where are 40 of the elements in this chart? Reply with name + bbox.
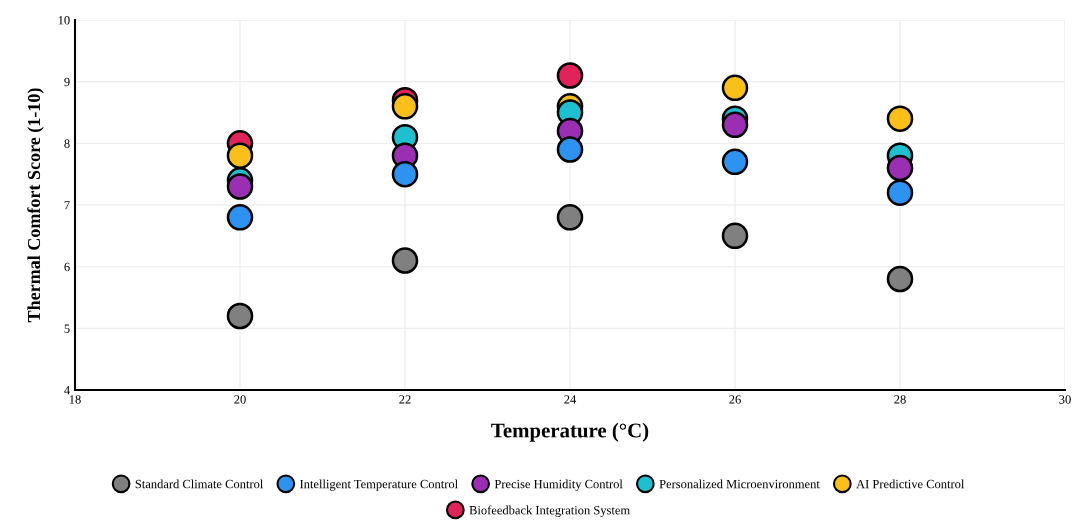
x-tick-label: 30 [1059, 395, 1071, 404]
point [556, 136, 584, 163]
legend-label: Biofeedback Integration System [469, 505, 630, 517]
point [556, 62, 584, 89]
y-tick-label: 6 [64, 262, 70, 272]
point [226, 142, 254, 169]
x-axis-title: Temperature (°C) [491, 422, 649, 442]
point [391, 247, 419, 274]
legend-label: Standard Climate Control [135, 479, 264, 489]
legend-label: Intelligent Temperature Control [300, 479, 458, 491]
x-tick-label: 20 [234, 395, 246, 404]
point [886, 265, 914, 293]
y-tick-label: 9 [64, 77, 70, 87]
x-tick-label: 24 [564, 395, 577, 404]
x-tick-label: 28 [894, 395, 906, 404]
point [721, 222, 749, 250]
point [886, 105, 914, 132]
x-tick-label: 26 [729, 395, 741, 404]
point [391, 160, 419, 188]
y-tick-label: 7 [64, 201, 70, 210]
legend-label: Precise Humidity Control [494, 479, 623, 491]
point [391, 93, 419, 120]
point [226, 173, 254, 200]
point [886, 154, 914, 182]
point [721, 148, 749, 176]
y-tick-label: 8 [64, 139, 70, 148]
point [556, 204, 584, 231]
legend-label: Personalized Microenvironment [659, 479, 820, 489]
point [721, 74, 749, 102]
legend-label: AI Predictive Control [856, 479, 965, 489]
point [886, 179, 914, 206]
x-tick-label: 22 [399, 395, 411, 404]
point [226, 302, 254, 330]
y-tick-label: 5 [64, 324, 70, 333]
point [226, 204, 254, 231]
y-tick-label: 4 [64, 386, 70, 395]
y-tick-label: 10 [58, 16, 70, 25]
point [721, 111, 749, 139]
x-tick-label: 18 [69, 395, 81, 404]
y-axis-title: Thermal Comfort Score (1-10) [27, 88, 44, 323]
